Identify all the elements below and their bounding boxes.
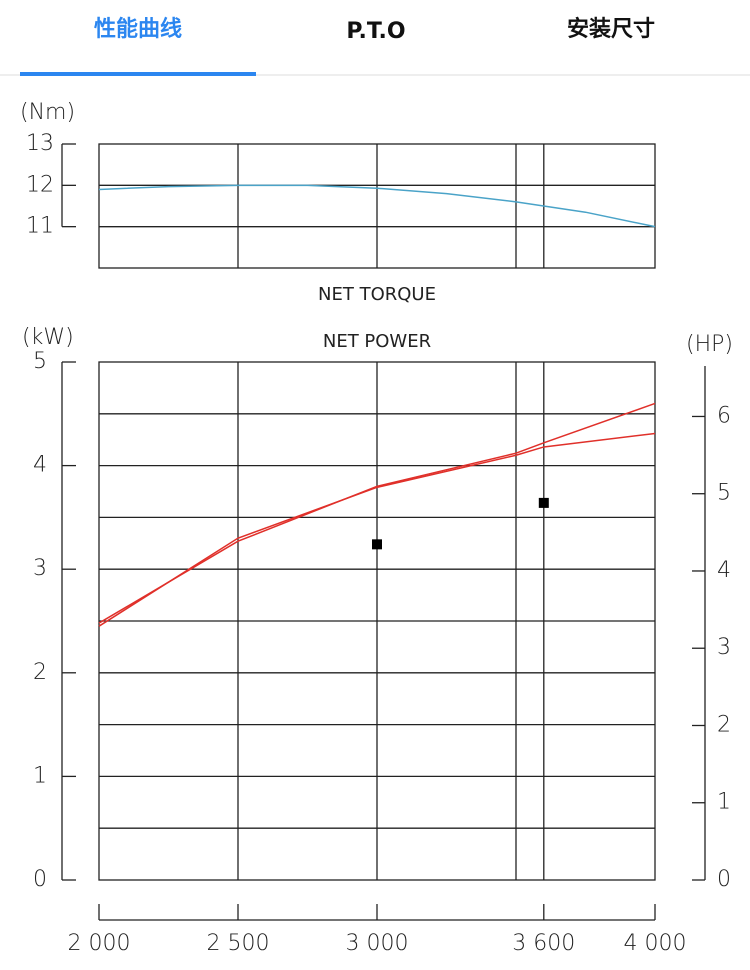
tab-indicator xyxy=(20,72,256,76)
y-tick-label: 4 xyxy=(33,453,47,478)
y-tick-label: 2 xyxy=(33,660,47,685)
y-tick-label: 5 xyxy=(33,349,47,374)
data-point xyxy=(372,539,382,550)
x-tick-label: 3 600 xyxy=(512,931,575,956)
y-tick-label: 0 xyxy=(33,867,47,892)
tab[interactable]: P.T.O xyxy=(346,19,405,44)
data-line xyxy=(98,402,656,624)
x-tick-label: 2 000 xyxy=(68,931,131,956)
x-tick-label: 3 000 xyxy=(346,931,409,956)
y2-tick-label: 3 xyxy=(717,635,731,660)
y2-axis-label: (HP) xyxy=(686,332,733,357)
y2-tick-label: 0 xyxy=(717,867,731,892)
chart-title: NET POWER xyxy=(323,331,431,352)
y-tick-label: 12 xyxy=(26,172,54,197)
y2-tick-label: 2 xyxy=(717,712,731,737)
y-tick-label: 11 xyxy=(26,214,54,239)
tab[interactable]: 性能曲线 xyxy=(94,16,182,42)
y-tick-label: 13 xyxy=(26,131,54,156)
y2-tick-label: 5 xyxy=(717,481,731,506)
x-tick-label: 4 000 xyxy=(624,931,687,956)
data-line xyxy=(98,184,656,228)
chart-title: NET TORQUE xyxy=(318,284,436,305)
y-tick-label: 3 xyxy=(33,556,47,581)
y2-tick-label: 4 xyxy=(717,558,731,583)
tab[interactable]: 安装尺寸 xyxy=(567,16,655,42)
y-tick-label: 1 xyxy=(33,763,47,788)
y2-tick-label: 1 xyxy=(717,790,731,815)
y2-tick-label: 6 xyxy=(717,403,731,428)
y-axis-label: (Nm) xyxy=(20,100,75,125)
data-point xyxy=(538,497,549,508)
x-tick-label: 2 500 xyxy=(207,931,270,956)
data-line xyxy=(98,432,656,627)
y-axis-label: (kW) xyxy=(22,325,74,350)
